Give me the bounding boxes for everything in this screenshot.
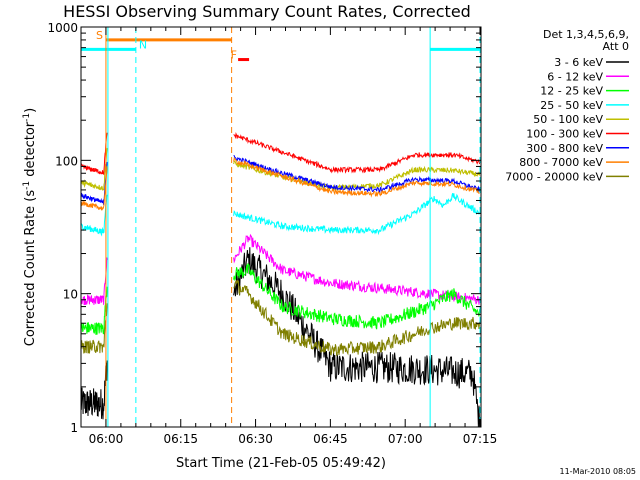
y-axis: 1 10 100 1000 bbox=[47, 21, 481, 435]
legend-label: 12 - 25 keV bbox=[540, 85, 603, 98]
series-lines bbox=[80, 131, 481, 428]
y-axis-label: Corrected Count Rate (s-1 detector-1) bbox=[22, 108, 38, 346]
timestamp: 11-Mar-2010 08:05 bbox=[560, 467, 637, 476]
legend-label: 100 - 300 keV bbox=[526, 128, 603, 141]
x-tick-label: 07:15 bbox=[463, 432, 498, 446]
series-line bbox=[233, 262, 481, 330]
y-tick-label: 1 bbox=[70, 421, 78, 435]
y-tick-label: 10 bbox=[63, 288, 78, 302]
legend-label: 25 - 50 keV bbox=[540, 99, 603, 112]
series-line bbox=[233, 233, 481, 305]
flag-bars: S N F bbox=[81, 29, 481, 62]
x-tick-label: 06:45 bbox=[313, 432, 348, 446]
series-line bbox=[80, 132, 108, 175]
series-line bbox=[80, 257, 108, 306]
series-line bbox=[233, 279, 481, 357]
x-tick-label: 06:30 bbox=[238, 432, 273, 446]
y-tick-label: 100 bbox=[55, 154, 78, 168]
legend-label: 3 - 6 keV bbox=[554, 56, 603, 69]
series-line bbox=[233, 155, 481, 193]
legend-label: 50 - 100 keV bbox=[533, 113, 603, 126]
series-line bbox=[233, 193, 481, 236]
series-line bbox=[233, 247, 481, 428]
x-tick-label: 06:15 bbox=[163, 432, 198, 446]
x-tick-label: 06:00 bbox=[89, 432, 124, 446]
x-axis-label: Start Time (21-Feb-05 05:49:42) bbox=[176, 456, 386, 471]
legend-label: 7000 - 20000 keV bbox=[505, 170, 603, 183]
series-line bbox=[233, 131, 481, 174]
series-line bbox=[233, 157, 480, 198]
series-line bbox=[80, 360, 108, 420]
x-tick-label: 07:00 bbox=[388, 432, 423, 446]
series-line bbox=[80, 166, 108, 211]
series-line bbox=[80, 161, 108, 206]
y-tick-label: 1000 bbox=[47, 21, 78, 35]
series-line bbox=[80, 303, 108, 354]
flag-label-s: S bbox=[96, 29, 103, 42]
flag-label-n: N bbox=[139, 38, 147, 51]
legend-header-2: Att 0 bbox=[603, 40, 629, 53]
series-line bbox=[80, 147, 108, 191]
legend-header-1: Det 1,3,4,5,6,9, bbox=[543, 28, 629, 41]
flag-label-f: F bbox=[231, 49, 237, 62]
x-axis: 06:00 06:15 06:30 06:45 07:00 07:15 bbox=[89, 27, 498, 446]
series-line bbox=[80, 194, 108, 237]
plot-frame bbox=[80, 26, 482, 428]
legend-label: 800 - 7000 keV bbox=[519, 156, 603, 169]
series-line bbox=[80, 286, 108, 335]
chart-title: HESSI Observing Summary Count Rates, Cor… bbox=[63, 2, 471, 21]
legend-label: 6 - 12 keV bbox=[547, 70, 603, 83]
legend-label: 300 - 800 keV bbox=[526, 142, 603, 155]
marker-lines bbox=[105, 27, 481, 427]
